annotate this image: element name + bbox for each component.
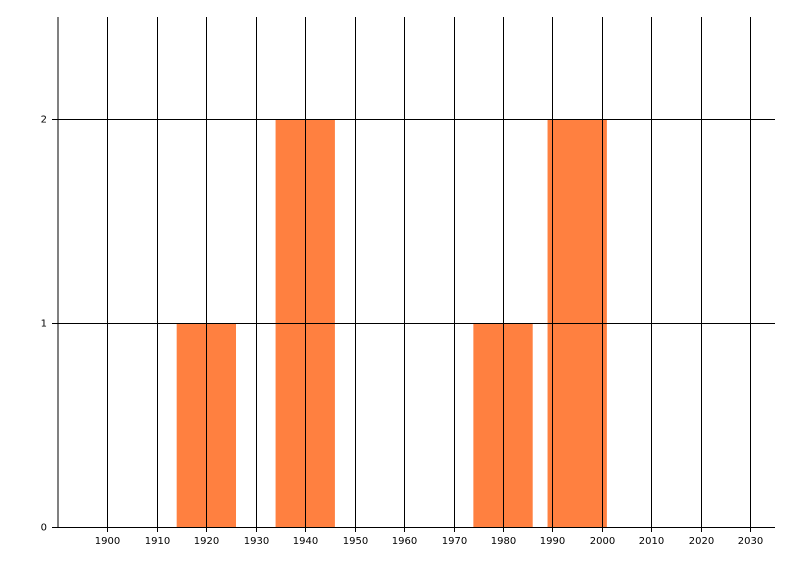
x-tick-label: 1910 [145,536,170,547]
x-tick-label: 1960 [392,536,417,547]
y-tick-label: 1 [41,319,47,330]
x-tick-label: 1940 [293,536,318,547]
x-tick-label: 1950 [343,536,368,547]
x-tick-label: 2000 [590,536,615,547]
x-tick-label: 1970 [442,536,467,547]
x-tick-label: 1900 [95,536,120,547]
x-tick-label: 2020 [689,536,714,547]
x-tick-label: 2030 [738,536,763,547]
x-tick-label: 1980 [491,536,516,547]
x-tick-label: 1990 [540,536,565,547]
x-tick-label: 2010 [639,536,664,547]
x-tick-label: 1930 [244,536,269,547]
x-tick-label: 1920 [194,536,219,547]
y-tick-label: 2 [41,115,47,126]
y-tick-label: 0 [41,523,47,534]
